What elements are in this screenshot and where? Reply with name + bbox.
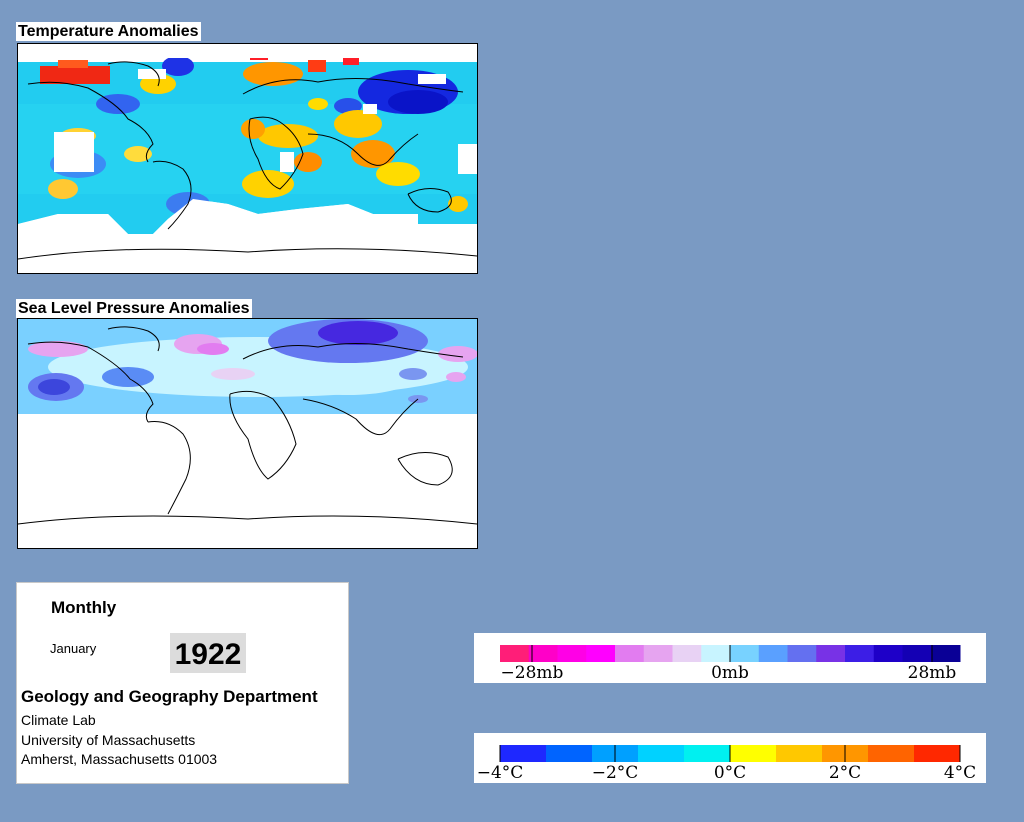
temperature-legend-swatch bbox=[638, 745, 685, 762]
pressure-legend-swatch bbox=[902, 645, 932, 662]
pressure-legend-swatch bbox=[528, 645, 558, 662]
pressure-anomaly-map bbox=[17, 318, 478, 549]
pressure-legend-swatch bbox=[730, 645, 760, 662]
temperature-map-title: Temperature Anomalies bbox=[16, 22, 201, 41]
temperature-anomaly-map bbox=[17, 43, 478, 274]
pressure-legend-swatch bbox=[816, 645, 846, 662]
pressure-legend-swatch bbox=[557, 645, 587, 662]
pressure-legend-swatch bbox=[758, 645, 788, 662]
pressure-legend-label: −28mb bbox=[501, 663, 564, 683]
pressure-legend-swatch bbox=[873, 645, 903, 662]
temperature-legend-bar: −4°C −2°C 0°C 2°C 4°C bbox=[477, 745, 976, 783]
university-name: University of Massachusetts bbox=[21, 732, 196, 748]
pressure-legend-swatch bbox=[615, 645, 645, 662]
pressure-legend-swatch bbox=[787, 645, 817, 662]
pressure-legend-label: 0mb bbox=[711, 663, 749, 683]
temperature-legend-swatch bbox=[500, 745, 547, 762]
temperature-legend: −4°C −2°C 0°C 2°C 4°C bbox=[474, 733, 986, 783]
pressure-legend-swatch bbox=[643, 645, 673, 662]
pressure-legend-swatch bbox=[586, 645, 616, 662]
pressure-legend-swatch bbox=[701, 645, 731, 662]
pressure-legend-swatch bbox=[845, 645, 875, 662]
temperature-legend-swatch bbox=[684, 745, 731, 762]
temperature-legend-swatch bbox=[868, 745, 915, 762]
temperature-legend-label: 0°C bbox=[714, 763, 746, 783]
temperature-legend-label: 2°C bbox=[829, 763, 861, 783]
pressure-legend-swatch bbox=[672, 645, 702, 662]
lab-name: Climate Lab bbox=[21, 712, 96, 728]
period-label: Monthly bbox=[51, 598, 117, 617]
temperature-legend-swatch bbox=[730, 745, 777, 762]
pressure-legend-bar: −28mb 0mb 28mb bbox=[500, 645, 961, 683]
month-label: January bbox=[50, 641, 97, 656]
pressure-map-title: Sea Level Pressure Anomalies bbox=[16, 299, 252, 318]
temperature-legend-label: −4°C bbox=[477, 763, 524, 783]
pressure-legend-swatch bbox=[500, 645, 530, 662]
temperature-legend-swatch bbox=[546, 745, 593, 762]
info-panel: Monthly January 1922 Geology and Geograp… bbox=[16, 582, 349, 784]
pressure-legend-swatch bbox=[931, 645, 961, 662]
year-display: 1922 bbox=[170, 633, 246, 673]
temperature-legend-swatch bbox=[776, 745, 823, 762]
temperature-legend-label: 4°C bbox=[944, 763, 976, 783]
temperature-legend-swatch bbox=[914, 745, 961, 762]
department-name: Geology and Geography Department bbox=[21, 687, 318, 706]
temperature-legend-label: −2°C bbox=[592, 763, 639, 783]
pressure-legend-label: 28mb bbox=[908, 663, 957, 683]
address: Amherst, Massachusetts 01003 bbox=[21, 751, 218, 767]
pressure-legend: −28mb 0mb 28mb bbox=[474, 633, 986, 683]
